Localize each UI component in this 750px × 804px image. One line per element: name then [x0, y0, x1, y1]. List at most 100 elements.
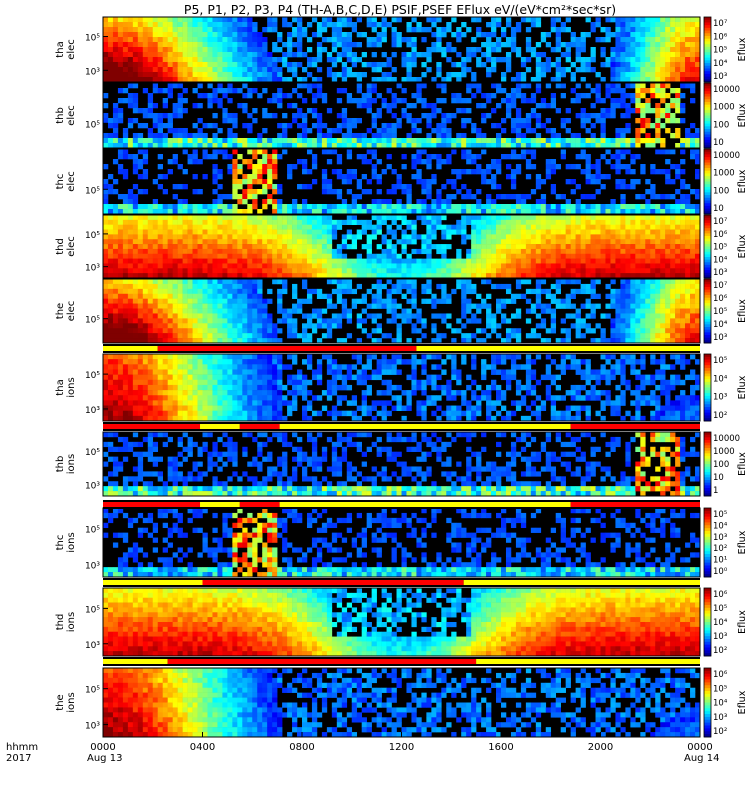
spectrogram-cell — [481, 149, 486, 154]
spectrogram-cell — [267, 225, 272, 230]
spectrogram-cell — [481, 113, 486, 118]
spectrogram-cell — [695, 57, 700, 62]
spectrogram-cell — [282, 133, 287, 138]
spectrogram-cell — [103, 268, 108, 273]
spectrogram-cell — [222, 52, 227, 57]
spectrogram-cell — [526, 159, 531, 164]
spectrogram-cell — [605, 17, 610, 22]
spectrogram-cell — [551, 164, 556, 169]
spectrogram-cell — [242, 108, 247, 113]
spectrogram-cell — [566, 254, 571, 259]
spectrogram-cell — [332, 32, 337, 37]
spectrogram-cell — [138, 328, 143, 333]
spectrogram-cell — [690, 234, 695, 239]
spectrogram-cell — [526, 113, 531, 118]
spectrogram-cell — [382, 249, 387, 254]
spectrogram-cell — [103, 323, 108, 328]
spectrogram-cell — [486, 259, 491, 264]
spectrogram-cell — [655, 93, 660, 98]
spectrogram-cell — [163, 299, 168, 304]
spectrogram-cell — [372, 299, 377, 304]
spectrogram-cell — [103, 259, 108, 264]
spectrogram-cell — [481, 249, 486, 254]
colorbar-step — [704, 200, 711, 203]
spectrogram-cell — [625, 57, 630, 62]
spectrogram-cell — [153, 17, 158, 22]
spectrogram-cell — [113, 279, 118, 284]
colorbar-step — [704, 163, 711, 166]
spectrogram-cell — [536, 259, 541, 264]
spectrogram-cell — [645, 230, 650, 235]
spectrogram-cell — [203, 133, 208, 138]
spectrogram-cell — [242, 27, 247, 32]
spectrogram-cell — [501, 194, 506, 199]
spectrogram-cell — [630, 32, 635, 37]
spectrogram-cell — [615, 17, 620, 22]
spectrogram-cell — [113, 179, 118, 184]
spectrogram-cell — [207, 279, 212, 284]
spectrogram-cell — [685, 268, 690, 273]
spectrogram-cell — [367, 333, 372, 338]
spectrogram-cell — [665, 103, 670, 108]
spectrogram-cell — [655, 249, 660, 254]
colorbar-tick-label: 10 — [713, 138, 724, 148]
spectrogram-cell — [476, 189, 481, 194]
spectrogram-cell — [581, 67, 586, 72]
spectrogram-cell — [198, 254, 203, 259]
spectrogram-cell — [232, 254, 237, 259]
spectrogram-cell — [272, 62, 277, 67]
spectrogram-cell — [133, 268, 138, 273]
spectrogram-cell — [516, 249, 521, 254]
spectrogram-cell — [392, 304, 397, 309]
spectrogram-cell — [188, 17, 193, 22]
spectrogram-cell — [193, 22, 198, 27]
spectrogram-cell — [556, 37, 561, 42]
spectrogram-cell — [257, 279, 262, 284]
spectrogram-cell — [675, 72, 680, 77]
spectrogram-cell — [267, 67, 272, 72]
spectrogram-cell — [367, 128, 372, 133]
spectrogram-cell — [402, 249, 407, 254]
spectrogram-cell — [436, 244, 441, 249]
spectrogram-cell — [406, 37, 411, 42]
spectrogram-cell — [695, 32, 700, 37]
spectrogram-cell — [377, 279, 382, 284]
spectrogram-cell — [362, 263, 367, 268]
spectrogram-cell — [322, 189, 327, 194]
spectrogram-cell — [411, 230, 416, 235]
spectrogram-cell — [252, 169, 257, 174]
spectrogram-cell — [103, 244, 108, 249]
spectrogram-cell — [451, 72, 456, 77]
spectrogram-cell — [516, 138, 521, 143]
spectrogram-cell — [203, 37, 208, 42]
spectrogram-cell — [610, 17, 615, 22]
spectrogram-cell — [163, 318, 168, 323]
spectrogram-cell — [128, 230, 133, 235]
spectrogram-cell — [302, 225, 307, 230]
spectrogram-cell — [272, 323, 277, 328]
spectrogram-cell — [108, 37, 113, 42]
spectrogram-cell — [387, 154, 392, 159]
spectrogram-cell — [650, 138, 655, 143]
spectrogram-cell — [252, 164, 257, 169]
spectrogram-cell — [312, 57, 317, 62]
spectrogram-cell — [630, 215, 635, 220]
spectrogram-cell — [272, 149, 277, 154]
spectrogram-cell — [685, 27, 690, 32]
spectrogram-cell — [342, 22, 347, 27]
spectrogram-cell — [441, 225, 446, 230]
spectrogram-cell — [695, 204, 700, 209]
spectrogram-cell — [257, 230, 262, 235]
spectrogram-cell — [531, 149, 536, 154]
spectrogram-cell — [212, 22, 217, 27]
spectrogram-cell — [237, 323, 242, 328]
spectrogram-cell — [252, 174, 257, 179]
spectrogram-cell — [272, 254, 277, 259]
spectrogram-cell — [237, 268, 242, 273]
spectrogram-cell — [317, 234, 322, 239]
spectrogram-cell — [287, 47, 292, 52]
spectrogram-cell — [337, 289, 342, 294]
spectrogram-cell — [232, 164, 237, 169]
spectrogram-cell — [168, 289, 173, 294]
spectrogram-cell — [406, 259, 411, 264]
